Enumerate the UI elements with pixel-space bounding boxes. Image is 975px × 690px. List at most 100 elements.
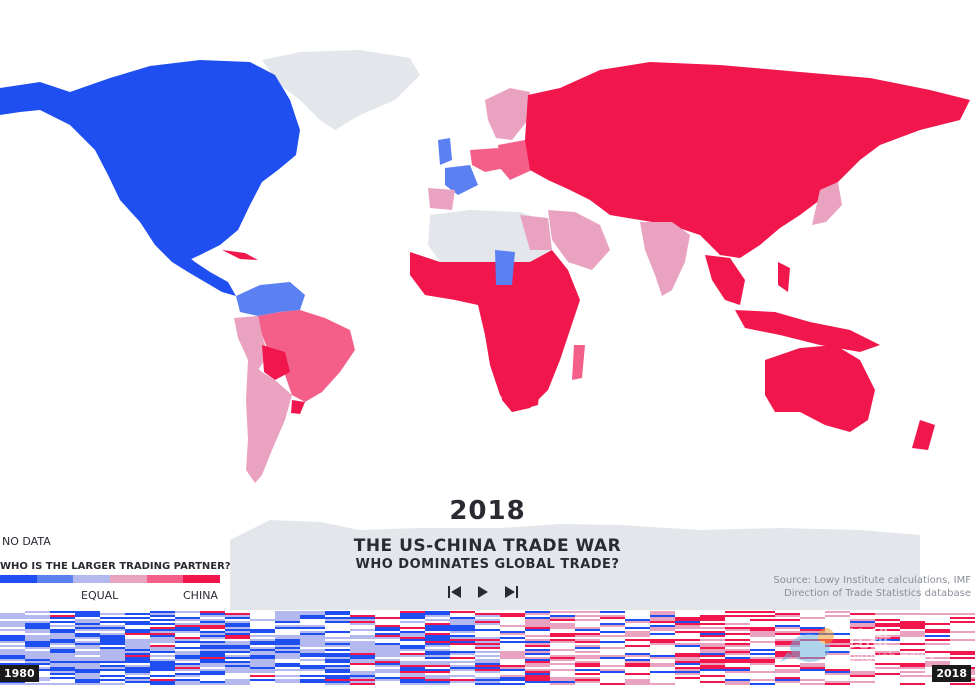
timeline-stripe (525, 675, 550, 677)
country-spain[interactable] (428, 188, 455, 210)
timeline-stripe (675, 635, 700, 637)
timeline-stripe (100, 671, 125, 673)
skip-to-end-icon[interactable] (502, 584, 520, 600)
timeline-stripe (775, 629, 800, 631)
timeline-stripe (375, 657, 400, 659)
country-peru[interactable] (234, 316, 268, 370)
timeline-stripe (300, 611, 325, 613)
timeline-stripe (75, 647, 100, 649)
timeline-stripe (275, 629, 300, 631)
country-scandinavia[interactable] (485, 88, 530, 140)
timeline-stripe (850, 635, 875, 637)
timeline-stripe (625, 679, 650, 681)
timeline-stripe (800, 665, 825, 667)
timeline-stripe (25, 641, 50, 643)
country-japan[interactable] (812, 182, 842, 225)
timeline-stripe (475, 649, 500, 651)
timeline-stripe (50, 611, 75, 613)
timeline-scrubber[interactable] (0, 611, 975, 685)
timeline-stripe (300, 663, 325, 665)
timeline-stripe (375, 667, 400, 669)
timeline-stripe (750, 613, 775, 615)
timeline-stripe (425, 631, 450, 633)
country-greenland[interactable] (262, 50, 420, 130)
country-philippines[interactable] (778, 262, 790, 292)
timeline-stripe (850, 637, 875, 639)
timeline-stripe (450, 665, 475, 667)
timeline-stripe (375, 679, 400, 681)
timeline-stripe (125, 655, 150, 657)
timeline-stripe (375, 665, 400, 667)
country-north-america[interactable] (0, 60, 300, 262)
country-chad[interactable] (495, 250, 515, 285)
timeline-stripe (100, 649, 125, 651)
timeline-stripe (225, 643, 250, 645)
timeline-stripe (650, 611, 675, 613)
country-argentina[interactable] (246, 360, 292, 483)
timeline-stripe (850, 633, 875, 635)
country-south-africa[interactable] (500, 385, 540, 412)
timeline-stripe (350, 675, 375, 677)
country-middle-east[interactable] (548, 210, 610, 270)
timeline-stripe (125, 637, 150, 639)
timeline-stripe (400, 631, 425, 633)
country-uk[interactable] (438, 138, 452, 165)
country-colombia-venezuela[interactable] (236, 282, 305, 316)
timeline-stripe (575, 641, 600, 643)
country-new-zealand[interactable] (912, 420, 935, 450)
timeline-stripe (350, 635, 375, 637)
country-brazil[interactable] (258, 310, 355, 402)
timeline-stripe (875, 657, 900, 659)
timeline-stripe (150, 625, 175, 627)
timeline-stripe (425, 677, 450, 679)
timeline-stripe (525, 621, 550, 623)
timeline-stripe (875, 619, 900, 621)
country-north-africa[interactable] (428, 210, 552, 262)
timeline-stripe (800, 681, 825, 683)
country-cuba[interactable] (222, 250, 258, 260)
timeline-stripe (525, 615, 550, 617)
timeline-stripe (950, 621, 975, 623)
timeline-stripe (750, 643, 775, 645)
country-france[interactable] (445, 165, 478, 195)
timeline-stripe (425, 649, 450, 651)
timeline-stripe (125, 619, 150, 621)
country-bolivia[interactable] (262, 345, 290, 380)
timeline-stripe (950, 651, 975, 653)
timeline-stripe (25, 629, 50, 631)
country-southeast-asia[interactable] (705, 255, 745, 305)
timeline-stripe (550, 641, 575, 643)
timeline-stripe (450, 661, 475, 663)
timeline-stripe (300, 645, 325, 647)
country-egypt[interactable] (520, 215, 552, 250)
country-uruguay[interactable] (291, 400, 305, 414)
timeline-stripe (325, 617, 350, 619)
country-indonesia[interactable] (735, 310, 880, 352)
timeline-stripe (75, 659, 100, 661)
timeline-stripe (825, 631, 850, 633)
timeline-stripe (125, 641, 150, 643)
timeline-stripe (775, 663, 800, 665)
country-eastern-europe[interactable] (498, 140, 532, 180)
country-mexico[interactable] (140, 222, 236, 296)
country-germany[interactable] (470, 148, 505, 172)
timeline-stripe (25, 649, 50, 651)
country-india[interactable] (640, 222, 690, 296)
timeline-stripe (50, 625, 75, 627)
country-africa[interactable] (410, 250, 580, 412)
country-australia[interactable] (765, 345, 875, 432)
timeline-stripe (675, 647, 700, 649)
timeline-stripe (950, 681, 975, 683)
timeline-stripe (225, 637, 250, 639)
timeline-stripe (175, 641, 200, 643)
timeline-stripe (350, 611, 375, 613)
country-russia-china[interactable] (525, 62, 970, 258)
play-icon[interactable] (474, 584, 492, 600)
timeline-stripe (475, 629, 500, 631)
timeline-stripe (250, 665, 275, 667)
timeline-stripe (350, 631, 375, 633)
timeline-stripe (275, 643, 300, 645)
country-madagascar[interactable] (572, 345, 585, 380)
timeline-stripe (250, 673, 275, 675)
skip-to-start-icon[interactable] (446, 584, 464, 600)
